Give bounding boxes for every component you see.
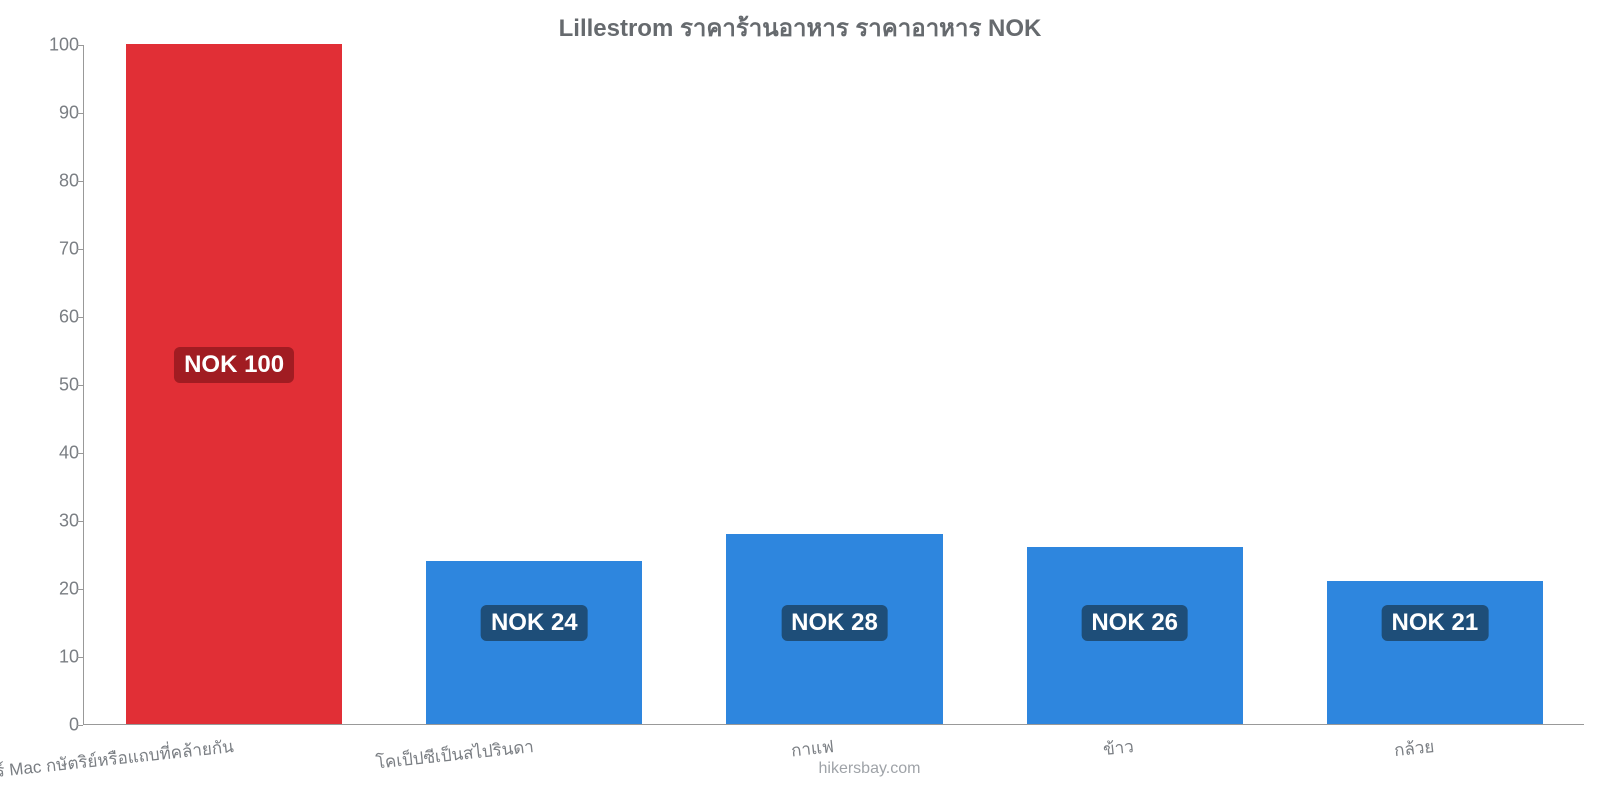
y-tick-label: 100: [0, 35, 79, 56]
bar: [426, 561, 642, 724]
x-tick-label: โคเป็ปซีเป็นสไปรินดา: [374, 733, 535, 776]
y-tick-label: 30: [0, 511, 79, 532]
y-tick-label: 60: [0, 307, 79, 328]
y-tick-label: 70: [0, 239, 79, 260]
price-bar-chart: Lillestrom ราคาร้านอาหาร ราคาอาหาร NOK 0…: [0, 0, 1600, 800]
bar-value-badge: NOK 21: [1382, 605, 1489, 641]
y-tick-label: 0: [0, 715, 79, 736]
bars-layer: NOK 100 NOK 24 NOK 28 NOK 26 NOK 21: [84, 45, 1584, 724]
x-tick-label: ข้าว: [1102, 733, 1135, 763]
bar: [1327, 581, 1543, 724]
y-tick-label: 90: [0, 103, 79, 124]
x-axis-labels: เบอร์เกอร์ Mac กษัตริย์หรือแถบที่คล้ายกั…: [83, 727, 1584, 787]
bar-value-badge: NOK 24: [481, 605, 588, 641]
bar-value-badge: NOK 100: [174, 347, 294, 383]
y-tick-label: 50: [0, 375, 79, 396]
y-tick-label: 10: [0, 647, 79, 668]
bar-value-badge: NOK 28: [781, 605, 888, 641]
x-tick-label: เบอร์เกอร์ Mac กษัตริย์หรือแถบที่คล้ายกั…: [0, 733, 235, 791]
bar: [126, 44, 342, 724]
credit-text: hikersbay.com: [818, 760, 920, 778]
bar-value-badge: NOK 26: [1081, 605, 1188, 641]
y-tick-label: 80: [0, 171, 79, 192]
chart-title: Lillestrom ราคาร้านอาหาร ราคาอาหาร NOK: [0, 8, 1600, 47]
x-tick-label: กล้วย: [1392, 733, 1435, 764]
y-tick-mark: [77, 725, 83, 726]
y-tick-label: 20: [0, 579, 79, 600]
plot-area: NOK 100 NOK 24 NOK 28 NOK 26 NOK 21: [83, 45, 1584, 725]
y-tick-label: 40: [0, 443, 79, 464]
